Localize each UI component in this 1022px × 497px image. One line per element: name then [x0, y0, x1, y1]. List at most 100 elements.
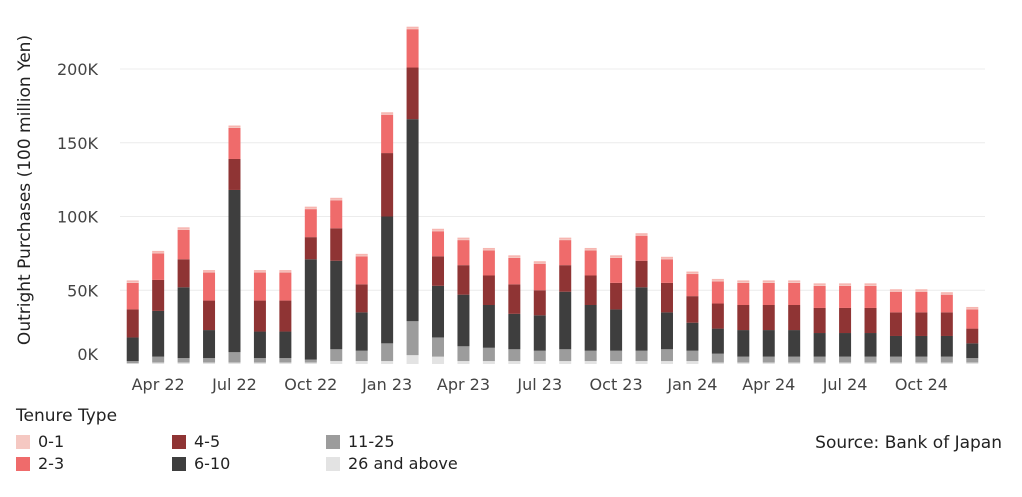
bar-segment-6-10[interactable]: [686, 322, 699, 351]
bar-segment-26-and-above[interactable]: [381, 361, 394, 364]
bar-segment-6-10[interactable]: [660, 312, 673, 350]
bar-segment-26-and-above[interactable]: [686, 361, 699, 364]
bar-segment-26-and-above[interactable]: [126, 363, 139, 364]
bar-segment-0-1[interactable]: [559, 238, 572, 241]
bar-segment-26-and-above[interactable]: [940, 362, 953, 364]
bar-segment-0-1[interactable]: [126, 281, 139, 283]
bar-segment-2-3[interactable]: [126, 282, 139, 310]
bar-segment-0-1[interactable]: [381, 113, 394, 115]
bar-segment-26-and-above[interactable]: [330, 361, 343, 364]
bar-segment-2-3[interactable]: [788, 282, 801, 305]
bar-segment-4-5[interactable]: [304, 237, 317, 260]
bar-segment-26-and-above[interactable]: [711, 362, 724, 364]
bar-segment-11-25[interactable]: [864, 356, 877, 363]
bar-segment-2-3[interactable]: [304, 209, 317, 238]
bar-segment-0-1[interactable]: [279, 271, 292, 273]
bar-segment-2-3[interactable]: [864, 285, 877, 308]
bar-segment-0-1[interactable]: [788, 281, 801, 283]
bar-segment-0-1[interactable]: [533, 262, 546, 264]
bar-segment-0-1[interactable]: [457, 238, 470, 241]
bar-segment-11-25[interactable]: [966, 358, 979, 363]
bar-segment-0-1[interactable]: [355, 254, 368, 257]
bar-segment-6-10[interactable]: [788, 330, 801, 357]
bar-segment-4-5[interactable]: [915, 312, 928, 336]
bar-segment-6-10[interactable]: [432, 285, 445, 338]
bar-segment-4-5[interactable]: [177, 259, 190, 288]
bar-segment-2-3[interactable]: [508, 257, 521, 285]
bar-segment-2-3[interactable]: [889, 291, 902, 313]
bar-segment-26-and-above[interactable]: [177, 362, 190, 364]
bar-segment-0-1[interactable]: [584, 248, 597, 251]
bar-segment-0-1[interactable]: [711, 279, 724, 282]
bar-segment-26-and-above[interactable]: [762, 362, 775, 364]
bar-segment-6-10[interactable]: [889, 335, 902, 357]
bar-segment-6-10[interactable]: [177, 287, 190, 359]
bar-segment-26-and-above[interactable]: [839, 362, 852, 364]
bar-segment-2-3[interactable]: [457, 240, 470, 266]
bar-segment-0-1[interactable]: [915, 290, 928, 292]
bar-segment-11-25[interactable]: [279, 358, 292, 363]
bar-segment-0-1[interactable]: [330, 198, 343, 201]
bar-segment-4-5[interactable]: [839, 307, 852, 334]
bar-segment-4-5[interactable]: [330, 228, 343, 261]
bar-segment-4-5[interactable]: [457, 265, 470, 295]
bar-segment-26-and-above[interactable]: [228, 362, 241, 364]
bar-segment-6-10[interactable]: [610, 309, 623, 351]
bar-segment-2-3[interactable]: [660, 259, 673, 283]
bar-segment-4-5[interactable]: [711, 303, 724, 329]
bar-segment-2-3[interactable]: [610, 257, 623, 283]
bar-segment-11-25[interactable]: [813, 356, 826, 363]
bar-segment-4-5[interactable]: [660, 282, 673, 313]
bar-segment-2-3[interactable]: [330, 200, 343, 229]
bar-segment-4-5[interactable]: [355, 284, 368, 313]
bar-segment-11-25[interactable]: [304, 359, 317, 363]
bar-segment-11-25[interactable]: [762, 356, 775, 363]
bar-segment-11-25[interactable]: [330, 349, 343, 362]
bar-segment-11-25[interactable]: [686, 350, 699, 362]
bar-segment-6-10[interactable]: [457, 294, 470, 347]
bar-segment-11-25[interactable]: [228, 352, 241, 363]
bar-segment-11-25[interactable]: [660, 349, 673, 362]
bar-segment-0-1[interactable]: [432, 229, 445, 232]
bar-segment-26-and-above[interactable]: [660, 361, 673, 364]
bar-segment-26-and-above[interactable]: [584, 361, 597, 364]
bar-segment-0-1[interactable]: [177, 228, 190, 230]
bar-segment-26-and-above[interactable]: [482, 361, 495, 364]
bar-segment-2-3[interactable]: [152, 253, 165, 280]
legend-item-6-10[interactable]: 6-10: [172, 454, 230, 473]
bar-segment-2-3[interactable]: [966, 309, 979, 329]
bar-segment-2-3[interactable]: [584, 250, 597, 276]
bar-segment-11-25[interactable]: [381, 343, 394, 362]
bar-segment-6-10[interactable]: [762, 330, 775, 357]
bar-segment-26-and-above[interactable]: [279, 362, 292, 364]
bar-segment-0-1[interactable]: [304, 207, 317, 210]
bar-segment-6-10[interactable]: [508, 313, 521, 350]
bar-segment-6-10[interactable]: [355, 312, 368, 351]
bar-segment-0-1[interactable]: [864, 284, 877, 286]
bar-segment-26-and-above[interactable]: [406, 355, 419, 364]
bar-segment-4-5[interactable]: [279, 300, 292, 332]
bar-segment-26-and-above[interactable]: [432, 356, 445, 364]
bar-segment-0-1[interactable]: [228, 126, 241, 128]
bar-segment-2-3[interactable]: [762, 282, 775, 305]
bar-segment-4-5[interactable]: [610, 282, 623, 310]
bar-segment-2-3[interactable]: [686, 274, 699, 297]
bar-segment-6-10[interactable]: [482, 305, 495, 348]
bar-segment-4-5[interactable]: [482, 275, 495, 306]
bar-segment-6-10[interactable]: [635, 287, 648, 351]
bar-segment-11-25[interactable]: [915, 356, 928, 363]
bar-segment-2-3[interactable]: [253, 272, 266, 301]
bar-segment-6-10[interactable]: [279, 331, 292, 359]
bar-segment-4-5[interactable]: [762, 305, 775, 331]
bar-segment-11-25[interactable]: [126, 361, 139, 364]
bar-segment-4-5[interactable]: [635, 260, 648, 288]
bar-segment-2-3[interactable]: [737, 282, 750, 305]
bar-segment-11-25[interactable]: [559, 349, 572, 362]
bar-segment-4-5[interactable]: [788, 305, 801, 331]
bar-segment-11-25[interactable]: [533, 350, 546, 362]
bar-segment-11-25[interactable]: [584, 350, 597, 362]
bar-segment-6-10[interactable]: [304, 259, 317, 360]
bar-segment-2-3[interactable]: [940, 294, 953, 313]
bar-segment-0-1[interactable]: [203, 271, 216, 273]
bar-segment-0-1[interactable]: [737, 281, 750, 283]
